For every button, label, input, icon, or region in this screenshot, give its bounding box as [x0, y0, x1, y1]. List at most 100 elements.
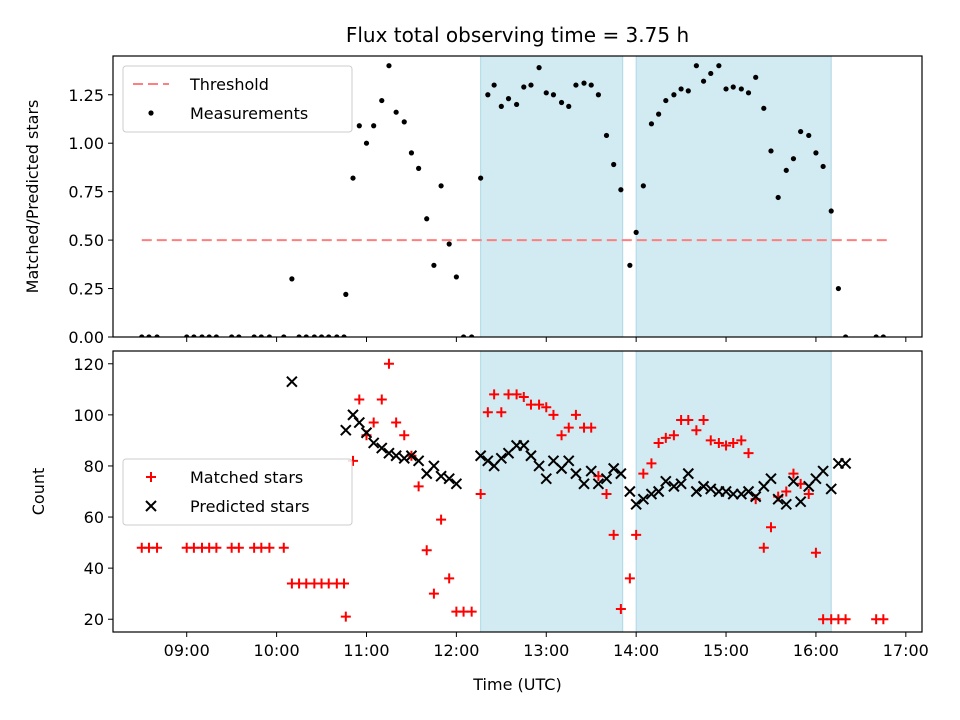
predicted-star-point — [376, 442, 388, 454]
measurement-point — [258, 334, 264, 337]
measurement-point — [550, 92, 557, 98]
predicted-star-point — [592, 478, 605, 490]
measurement-point — [343, 291, 349, 297]
matched-star-point — [765, 522, 776, 533]
predicted-star-point — [839, 457, 852, 470]
matched-star-point — [421, 545, 432, 556]
predicted-star-point — [682, 467, 694, 480]
measurement-point — [229, 334, 235, 337]
x-tick-label: 11:00 — [343, 641, 389, 660]
matched-star-point — [152, 542, 163, 553]
predicted-star-point — [749, 490, 762, 503]
measurement-point — [438, 183, 444, 189]
measurement-point — [656, 111, 662, 117]
predicted-star-point — [428, 460, 440, 472]
measurement-point — [303, 334, 309, 337]
predicted-star-point — [652, 485, 665, 498]
matched-star-point — [511, 389, 522, 400]
measurement-point — [730, 84, 736, 90]
measurement-point — [514, 101, 520, 108]
predicted-star-point — [398, 452, 410, 464]
predicted-star-point — [742, 485, 755, 498]
matched-star-point — [570, 409, 581, 420]
y-tick-label: 0.25 — [68, 280, 104, 299]
measurement-point — [813, 150, 819, 156]
measurement-point — [146, 334, 152, 337]
predicted-star-point — [563, 455, 575, 467]
legend-label: Predicted stars — [190, 497, 310, 516]
measurement-point — [311, 334, 317, 337]
matched-star-point — [781, 486, 792, 497]
matched-star-point — [803, 489, 814, 500]
matched-star-point — [878, 614, 889, 625]
measurement-point — [640, 183, 646, 189]
measurement-point — [416, 165, 422, 171]
measurement-point — [783, 167, 789, 173]
measurement-point — [618, 187, 624, 193]
predicted-star-point — [570, 467, 582, 480]
y-tick-label: 1.25 — [68, 86, 104, 105]
measurement-point — [685, 88, 691, 94]
measurement-point — [266, 334, 273, 337]
measurement-point — [431, 262, 437, 268]
predicted-star-point — [825, 483, 837, 495]
measurement-point — [350, 175, 356, 181]
matched-star-point — [736, 435, 747, 446]
legend-matched-swatch — [146, 472, 156, 482]
matched-star-point — [518, 391, 529, 402]
matched-star-point — [705, 435, 716, 446]
measurement-point — [761, 105, 767, 111]
matched-star-point — [482, 407, 493, 418]
measurement-point — [708, 70, 714, 77]
measurement-point — [184, 334, 190, 337]
measurement-point — [341, 334, 347, 337]
measurement-point — [289, 276, 295, 282]
predicted-star-point — [727, 488, 739, 500]
predicted-star-point — [360, 427, 373, 439]
measurement-point — [379, 97, 385, 104]
measurement-point — [648, 121, 655, 127]
predicted-star-point — [525, 450, 537, 462]
predicted-star-point — [412, 455, 425, 467]
matched-star-point — [788, 468, 799, 479]
measurement-point — [498, 103, 504, 109]
measurement-point — [716, 63, 722, 69]
matched-star-point — [624, 573, 635, 584]
legend-label: Threshold — [189, 75, 269, 94]
measurement-point — [627, 262, 633, 268]
predicted-star-point — [787, 475, 800, 487]
measurement-point — [469, 334, 475, 337]
predicted-star-point — [817, 465, 829, 477]
y-tick-label: 20 — [84, 610, 104, 629]
measurement-point — [806, 132, 812, 139]
matched-star-point — [376, 394, 387, 405]
top-legend: Threshold Measurements — [122, 65, 353, 133]
shaded-region-1 — [480, 55, 624, 338]
bottom-ticks: 09:00 10:00 11:00 12:00 13:00 14:00 15:00 16:00… — [73, 355, 928, 660]
matched-star-point — [758, 542, 769, 553]
legend-label: Matched stars — [190, 468, 303, 487]
measurement-point — [393, 109, 399, 115]
matched-star-point — [638, 468, 649, 479]
legend-box — [122, 65, 353, 133]
predicted-star-point — [340, 424, 352, 436]
measurement-point — [633, 229, 639, 235]
predicted-star-point — [383, 447, 395, 459]
predicted-star-point — [585, 465, 597, 477]
matched-star-point — [668, 430, 679, 441]
y-tick-label: 60 — [84, 508, 104, 527]
matched-star-point — [698, 414, 709, 425]
measurement-point — [334, 334, 340, 337]
predicted-star-point — [353, 416, 366, 429]
measurement-point — [478, 175, 484, 181]
measurement-point — [828, 208, 834, 214]
matched-star-point — [278, 542, 289, 553]
matched-star-point — [601, 489, 612, 500]
measurement-point — [536, 65, 542, 71]
measurement-point — [206, 334, 212, 337]
measurement-point — [318, 334, 325, 337]
top-axes-frame — [112, 55, 923, 338]
legend-label: Measurements — [190, 104, 308, 123]
matched-star-point — [211, 542, 222, 553]
predicted-star-point — [630, 498, 642, 510]
